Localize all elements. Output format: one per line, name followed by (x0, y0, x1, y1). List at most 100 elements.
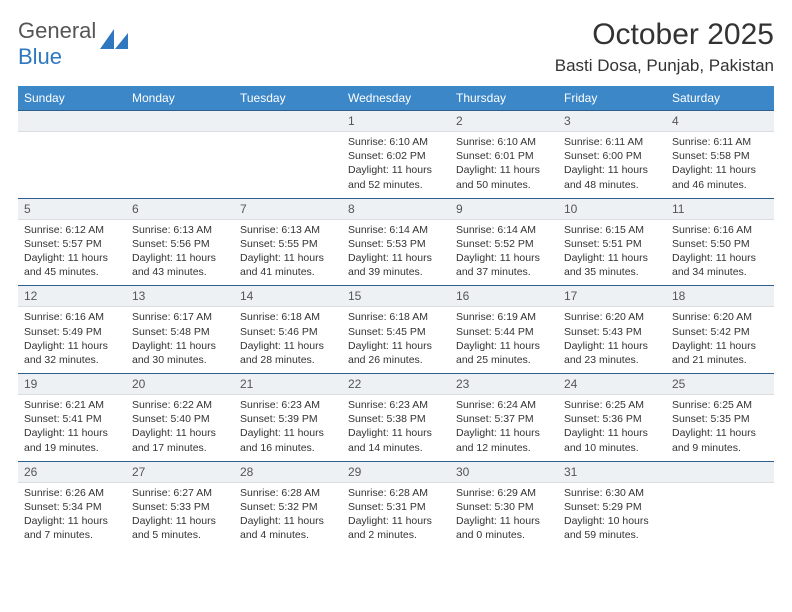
calendar-cell: 12Sunrise: 6:16 AMSunset: 5:49 PMDayligh… (18, 285, 126, 373)
day-details: Sunrise: 6:14 AMSunset: 5:52 PMDaylight:… (450, 220, 558, 286)
calendar-cell: 17Sunrise: 6:20 AMSunset: 5:43 PMDayligh… (558, 285, 666, 373)
calendar-cell: 26Sunrise: 6:26 AMSunset: 5:34 PMDayligh… (18, 461, 126, 549)
day-number: 30 (450, 461, 558, 483)
calendar-cell (126, 110, 234, 198)
calendar-cell: 8Sunrise: 6:14 AMSunset: 5:53 PMDaylight… (342, 198, 450, 286)
day-details: Sunrise: 6:16 AMSunset: 5:49 PMDaylight:… (18, 307, 126, 373)
day-number: 6 (126, 198, 234, 220)
day-details: Sunrise: 6:28 AMSunset: 5:31 PMDaylight:… (342, 483, 450, 549)
day-details: Sunrise: 6:29 AMSunset: 5:30 PMDaylight:… (450, 483, 558, 549)
day-number: 29 (342, 461, 450, 483)
day-details: Sunrise: 6:24 AMSunset: 5:37 PMDaylight:… (450, 395, 558, 461)
day-number: 14 (234, 285, 342, 307)
day-number: 31 (558, 461, 666, 483)
day-details: Sunrise: 6:25 AMSunset: 5:35 PMDaylight:… (666, 395, 774, 461)
location-text: Basti Dosa, Punjab, Pakistan (555, 56, 774, 76)
brand-logo: General Blue (18, 18, 128, 70)
calendar-cell: 16Sunrise: 6:19 AMSunset: 5:44 PMDayligh… (450, 285, 558, 373)
day-number (18, 110, 126, 132)
day-details: Sunrise: 6:13 AMSunset: 5:55 PMDaylight:… (234, 220, 342, 286)
day-number: 5 (18, 198, 126, 220)
calendar-row: 1Sunrise: 6:10 AMSunset: 6:02 PMDaylight… (18, 110, 774, 198)
day-number: 8 (342, 198, 450, 220)
calendar-cell: 22Sunrise: 6:23 AMSunset: 5:38 PMDayligh… (342, 373, 450, 461)
day-details: Sunrise: 6:15 AMSunset: 5:51 PMDaylight:… (558, 220, 666, 286)
weekday-header: Thursday (450, 86, 558, 110)
weekday-header: Tuesday (234, 86, 342, 110)
day-details: Sunrise: 6:10 AMSunset: 6:01 PMDaylight:… (450, 132, 558, 198)
day-details: Sunrise: 6:13 AMSunset: 5:56 PMDaylight:… (126, 220, 234, 286)
month-title: October 2025 (555, 18, 774, 52)
day-details: Sunrise: 6:18 AMSunset: 5:46 PMDaylight:… (234, 307, 342, 373)
calendar-cell: 30Sunrise: 6:29 AMSunset: 5:30 PMDayligh… (450, 461, 558, 549)
day-details: Sunrise: 6:20 AMSunset: 5:43 PMDaylight:… (558, 307, 666, 373)
calendar-cell: 7Sunrise: 6:13 AMSunset: 5:55 PMDaylight… (234, 198, 342, 286)
day-number: 27 (126, 461, 234, 483)
day-details: Sunrise: 6:11 AMSunset: 6:00 PMDaylight:… (558, 132, 666, 198)
day-number (234, 110, 342, 132)
day-number: 4 (666, 110, 774, 132)
day-details: Sunrise: 6:10 AMSunset: 6:02 PMDaylight:… (342, 132, 450, 198)
day-number: 15 (342, 285, 450, 307)
day-number: 20 (126, 373, 234, 395)
calendar-cell: 6Sunrise: 6:13 AMSunset: 5:56 PMDaylight… (126, 198, 234, 286)
brand-part1: General (18, 18, 96, 43)
calendar-cell: 14Sunrise: 6:18 AMSunset: 5:46 PMDayligh… (234, 285, 342, 373)
day-details: Sunrise: 6:14 AMSunset: 5:53 PMDaylight:… (342, 220, 450, 286)
day-number: 26 (18, 461, 126, 483)
day-details: Sunrise: 6:19 AMSunset: 5:44 PMDaylight:… (450, 307, 558, 373)
day-number: 7 (234, 198, 342, 220)
calendar-cell: 25Sunrise: 6:25 AMSunset: 5:35 PMDayligh… (666, 373, 774, 461)
calendar-row: 26Sunrise: 6:26 AMSunset: 5:34 PMDayligh… (18, 461, 774, 549)
calendar-cell: 18Sunrise: 6:20 AMSunset: 5:42 PMDayligh… (666, 285, 774, 373)
calendar-row: 12Sunrise: 6:16 AMSunset: 5:49 PMDayligh… (18, 285, 774, 373)
day-number: 18 (666, 285, 774, 307)
day-number: 11 (666, 198, 774, 220)
calendar-cell: 28Sunrise: 6:28 AMSunset: 5:32 PMDayligh… (234, 461, 342, 549)
calendar-cell: 29Sunrise: 6:28 AMSunset: 5:31 PMDayligh… (342, 461, 450, 549)
day-number: 12 (18, 285, 126, 307)
calendar-cell: 13Sunrise: 6:17 AMSunset: 5:48 PMDayligh… (126, 285, 234, 373)
day-details: Sunrise: 6:20 AMSunset: 5:42 PMDaylight:… (666, 307, 774, 373)
day-number: 17 (558, 285, 666, 307)
calendar-cell: 1Sunrise: 6:10 AMSunset: 6:02 PMDaylight… (342, 110, 450, 198)
day-details: Sunrise: 6:18 AMSunset: 5:45 PMDaylight:… (342, 307, 450, 373)
day-details: Sunrise: 6:17 AMSunset: 5:48 PMDaylight:… (126, 307, 234, 373)
calendar-cell: 4Sunrise: 6:11 AMSunset: 5:58 PMDaylight… (666, 110, 774, 198)
day-number: 3 (558, 110, 666, 132)
day-number: 1 (342, 110, 450, 132)
calendar-cell (666, 461, 774, 549)
day-number: 28 (234, 461, 342, 483)
calendar-cell: 3Sunrise: 6:11 AMSunset: 6:00 PMDaylight… (558, 110, 666, 198)
calendar-row: 5Sunrise: 6:12 AMSunset: 5:57 PMDaylight… (18, 198, 774, 286)
day-details: Sunrise: 6:25 AMSunset: 5:36 PMDaylight:… (558, 395, 666, 461)
calendar-cell: 9Sunrise: 6:14 AMSunset: 5:52 PMDaylight… (450, 198, 558, 286)
calendar-cell: 2Sunrise: 6:10 AMSunset: 6:01 PMDaylight… (450, 110, 558, 198)
calendar-body: 1Sunrise: 6:10 AMSunset: 6:02 PMDaylight… (18, 110, 774, 548)
day-details: Sunrise: 6:12 AMSunset: 5:57 PMDaylight:… (18, 220, 126, 286)
day-number: 9 (450, 198, 558, 220)
calendar-cell: 24Sunrise: 6:25 AMSunset: 5:36 PMDayligh… (558, 373, 666, 461)
day-details: Sunrise: 6:30 AMSunset: 5:29 PMDaylight:… (558, 483, 666, 549)
day-details: Sunrise: 6:27 AMSunset: 5:33 PMDaylight:… (126, 483, 234, 549)
day-number: 19 (18, 373, 126, 395)
title-block: October 2025 Basti Dosa, Punjab, Pakista… (555, 18, 774, 76)
day-number (126, 110, 234, 132)
calendar-cell: 27Sunrise: 6:27 AMSunset: 5:33 PMDayligh… (126, 461, 234, 549)
calendar-cell (18, 110, 126, 198)
day-details: Sunrise: 6:26 AMSunset: 5:34 PMDaylight:… (18, 483, 126, 549)
calendar-cell: 11Sunrise: 6:16 AMSunset: 5:50 PMDayligh… (666, 198, 774, 286)
day-number: 10 (558, 198, 666, 220)
day-details: Sunrise: 6:11 AMSunset: 5:58 PMDaylight:… (666, 132, 774, 198)
weekday-row: SundayMondayTuesdayWednesdayThursdayFrid… (18, 86, 774, 110)
day-number: 13 (126, 285, 234, 307)
weekday-header: Saturday (666, 86, 774, 110)
calendar-cell: 21Sunrise: 6:23 AMSunset: 5:39 PMDayligh… (234, 373, 342, 461)
calendar-head: SundayMondayTuesdayWednesdayThursdayFrid… (18, 86, 774, 110)
day-number: 16 (450, 285, 558, 307)
day-details: Sunrise: 6:16 AMSunset: 5:50 PMDaylight:… (666, 220, 774, 286)
calendar-cell: 5Sunrise: 6:12 AMSunset: 5:57 PMDaylight… (18, 198, 126, 286)
day-number (666, 461, 774, 483)
calendar-page: General Blue October 2025 Basti Dosa, Pu… (0, 0, 792, 556)
day-number: 23 (450, 373, 558, 395)
